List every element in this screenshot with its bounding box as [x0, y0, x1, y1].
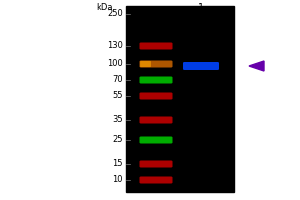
Text: 70: 70	[112, 75, 123, 84]
FancyBboxPatch shape	[183, 62, 219, 70]
FancyBboxPatch shape	[140, 92, 172, 99]
Text: 15: 15	[112, 160, 123, 168]
FancyBboxPatch shape	[140, 61, 151, 67]
Text: 250: 250	[107, 9, 123, 19]
Bar	[126, 6, 234, 192]
FancyBboxPatch shape	[140, 160, 172, 168]
Text: 10: 10	[112, 176, 123, 184]
FancyBboxPatch shape	[140, 116, 172, 123]
FancyBboxPatch shape	[140, 136, 172, 144]
FancyBboxPatch shape	[140, 176, 172, 184]
Text: 1: 1	[198, 3, 204, 13]
Text: 100: 100	[107, 60, 123, 68]
Text: 130: 130	[107, 42, 123, 50]
FancyBboxPatch shape	[140, 42, 172, 49]
FancyBboxPatch shape	[140, 76, 172, 84]
Text: 35: 35	[112, 116, 123, 124]
FancyBboxPatch shape	[140, 60, 172, 67]
Polygon shape	[249, 61, 264, 71]
Text: kDa: kDa	[96, 3, 112, 12]
Text: 55: 55	[112, 92, 123, 100]
Text: 25: 25	[112, 136, 123, 144]
